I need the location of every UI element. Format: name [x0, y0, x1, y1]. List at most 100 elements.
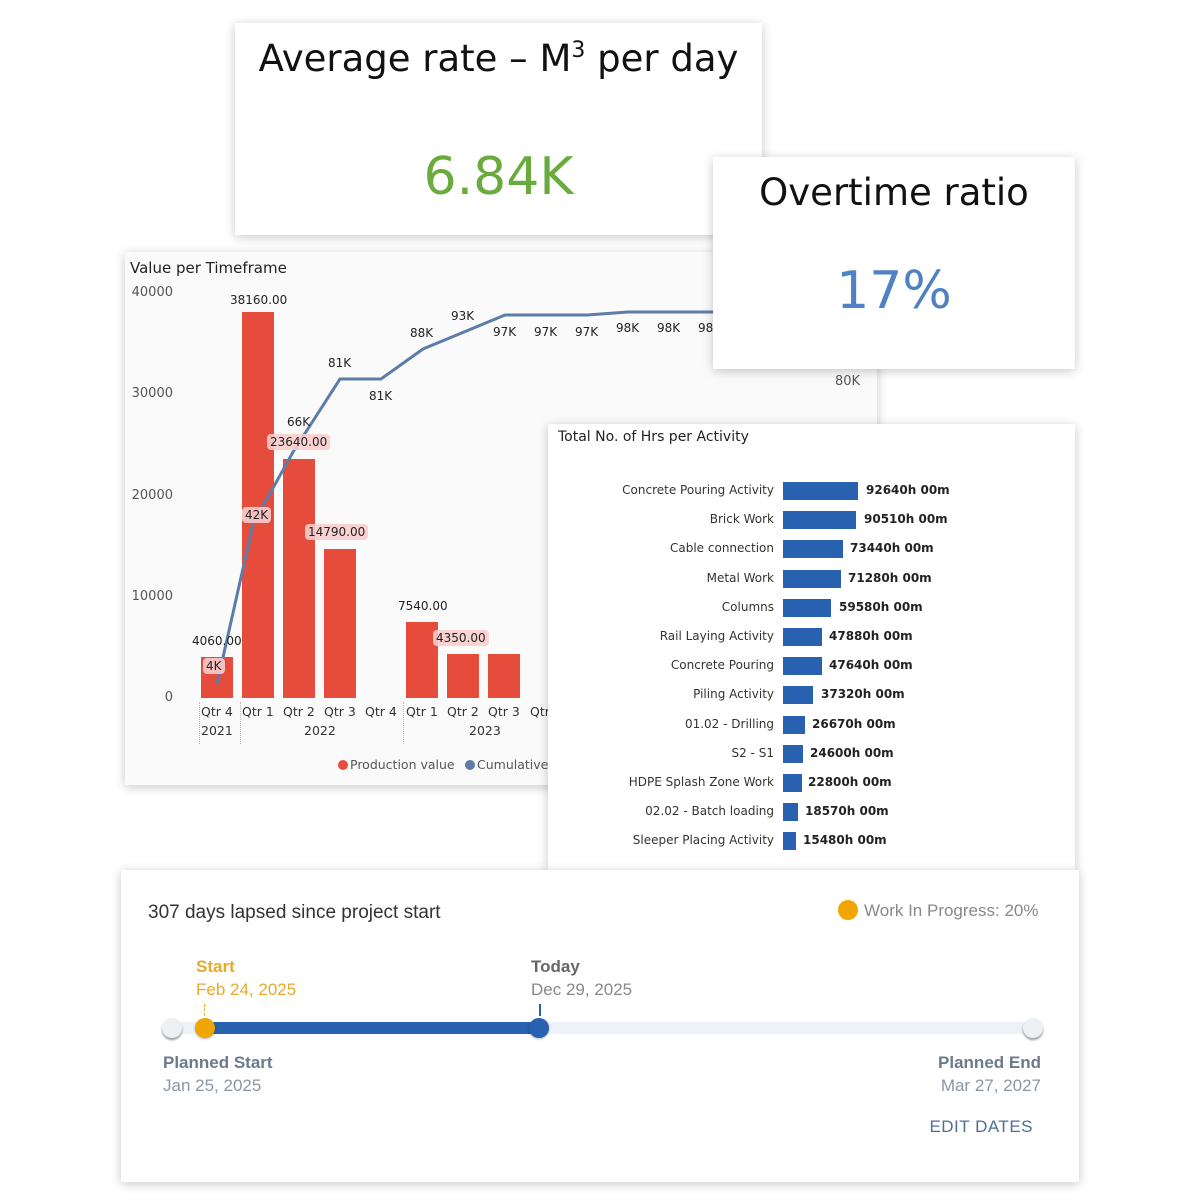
activity-row[interactable]: Sleeper Placing Activity 15480h 00m — [548, 831, 1075, 851]
bar-qtr2-2022[interactable] — [283, 459, 315, 698]
activity-bar[interactable] — [783, 570, 841, 588]
x-tick-year: 2021 — [201, 723, 233, 738]
activity-bar[interactable] — [783, 745, 803, 763]
activity-row[interactable]: Columns 59580h 00m — [548, 598, 1075, 618]
chart-title: Value per Timeframe — [130, 259, 287, 277]
activity-label: Columns — [721, 600, 774, 614]
line-label: 98K — [657, 321, 681, 335]
planned-start-date: Jan 25, 2025 — [163, 1076, 262, 1095]
activity-value: 47880h 00m — [829, 629, 913, 643]
x-tick-quarter: Qtr 2 — [283, 704, 315, 719]
activity-bar[interactable] — [783, 482, 858, 500]
activity-row[interactable]: Piling Activity 37320h 00m — [548, 685, 1075, 705]
line-label: 42K — [242, 507, 272, 523]
bar-label: 14790.00 — [305, 524, 369, 540]
line-label: 4K — [203, 658, 225, 674]
activity-bar[interactable] — [783, 716, 805, 734]
status-indicator: Work In Progress: 20% — [838, 900, 1038, 921]
legend-production-value[interactable]: Production value — [338, 757, 455, 772]
activity-row[interactable]: Concrete Pouring 47640h 00m — [548, 656, 1075, 676]
start-tick — [204, 1004, 205, 1016]
activity-value: 92640h 00m — [866, 483, 950, 497]
legend-cumulative[interactable]: Cumulative — [465, 757, 548, 772]
hours-per-activity-chart: Total No. of Hrs per Activity Concrete P… — [548, 424, 1075, 870]
activity-value: 71280h 00m — [848, 571, 932, 585]
activity-row[interactable]: Metal Work 71280h 00m — [548, 569, 1075, 589]
bar-qtr2-2023[interactable] — [447, 654, 479, 698]
activity-value: 47640h 00m — [829, 658, 913, 672]
status-dot-icon — [838, 900, 858, 920]
activity-label: S2 - S1 — [731, 746, 774, 760]
y-tick: 0 — [164, 690, 173, 705]
planned-end-date: Mar 27, 2027 — [940, 1076, 1041, 1095]
y-tick: 10000 — [131, 589, 173, 604]
bar-label: 38160.00 — [230, 293, 288, 307]
activity-bar[interactable] — [783, 540, 843, 558]
y-tick: 30000 — [131, 386, 173, 401]
activity-row[interactable]: Concrete Pouring Activity 92640h 00m — [548, 481, 1075, 501]
project-timeline-card: 307 days lapsed since project start Work… — [121, 870, 1079, 1182]
activity-row[interactable]: Rail Laying Activity 47880h 00m — [548, 627, 1075, 647]
activity-row[interactable]: HDPE Splash Zone Work 22800h 00m — [548, 773, 1075, 793]
activity-value: 37320h 00m — [821, 687, 905, 701]
activity-bar[interactable] — [783, 803, 798, 821]
planned-start-label: Planned Start — [163, 1053, 273, 1072]
activity-label: Metal Work — [706, 571, 774, 585]
line-label: 81K — [328, 356, 352, 370]
activity-row[interactable]: S2 - S1 24600h 00m — [548, 744, 1075, 764]
today-label: Today — [531, 957, 580, 976]
activity-value: 90510h 00m — [864, 512, 948, 526]
year-separator — [199, 702, 200, 744]
activity-value: 73440h 00m — [850, 541, 934, 555]
activity-value: 18570h 00m — [805, 804, 889, 818]
year-separator — [240, 702, 241, 744]
activity-bar[interactable] — [783, 774, 802, 792]
activity-label: 01.02 - Drilling — [684, 717, 774, 731]
activity-bar[interactable] — [783, 832, 796, 850]
bar-qtr1-2023[interactable] — [406, 622, 438, 698]
bar-label: 4350.00 — [433, 630, 489, 646]
planned-start-marker[interactable] — [162, 1018, 182, 1038]
line-label: 81K — [369, 389, 393, 403]
planned-end-marker[interactable] — [1023, 1018, 1043, 1038]
x-tick-quarter: Qtr 4 — [201, 704, 233, 719]
activity-bar[interactable] — [783, 657, 822, 675]
activity-value: 22800h 00m — [808, 775, 892, 789]
activity-bar[interactable] — [783, 599, 831, 617]
bar-qtr3-2023[interactable] — [488, 654, 520, 698]
start-marker[interactable] — [195, 1018, 215, 1038]
activity-row[interactable]: 02.02 - Batch loading 18570h 00m — [548, 802, 1075, 822]
activity-row[interactable]: Cable connection 73440h 00m — [548, 539, 1075, 559]
edit-dates-button[interactable]: EDIT DATES — [929, 1117, 1033, 1136]
average-rate-value: 6.84K — [423, 147, 574, 207]
activity-bar[interactable] — [783, 628, 822, 646]
overtime-ratio-value: 17% — [836, 261, 952, 321]
today-marker[interactable] — [529, 1018, 549, 1038]
bar-qtr1-2022[interactable] — [242, 312, 274, 698]
activity-bar[interactable] — [783, 511, 856, 529]
activity-label: 02.02 - Batch loading — [645, 804, 774, 818]
x-tick-quarter: Qtr 1 — [242, 704, 274, 719]
line-label: 98K — [616, 321, 640, 335]
activity-label: HDPE Splash Zone Work — [628, 775, 774, 789]
activity-row[interactable]: Brick Work 90510h 00m — [548, 510, 1075, 530]
bar-label: 7540.00 — [398, 599, 448, 613]
activity-row[interactable]: 01.02 - Drilling 26670h 00m — [548, 715, 1075, 735]
days-lapsed-heading: 307 days lapsed since project start — [148, 902, 441, 923]
activity-label: Rail Laying Activity — [659, 629, 774, 643]
line-label: 97K — [575, 325, 599, 339]
bar-qtr3-2022[interactable] — [324, 549, 356, 698]
y-tick: 20000 — [131, 488, 173, 503]
x-tick-quarter: Qtr 4 — [365, 704, 397, 719]
y-tick: 40000 — [131, 285, 173, 300]
x-tick-quarter: Qtr — [530, 704, 550, 719]
line-label: 66K — [287, 415, 311, 429]
activity-label: Piling Activity — [693, 687, 774, 701]
line-label: 88K — [410, 326, 434, 340]
today-tick — [539, 1004, 541, 1016]
x-tick-year: 2023 — [469, 723, 501, 738]
line-label: 93K — [451, 309, 475, 323]
bar-label: 4060.00 — [192, 634, 242, 648]
secondary-y-tick: 80K — [835, 374, 861, 389]
activity-bar[interactable] — [783, 686, 813, 704]
